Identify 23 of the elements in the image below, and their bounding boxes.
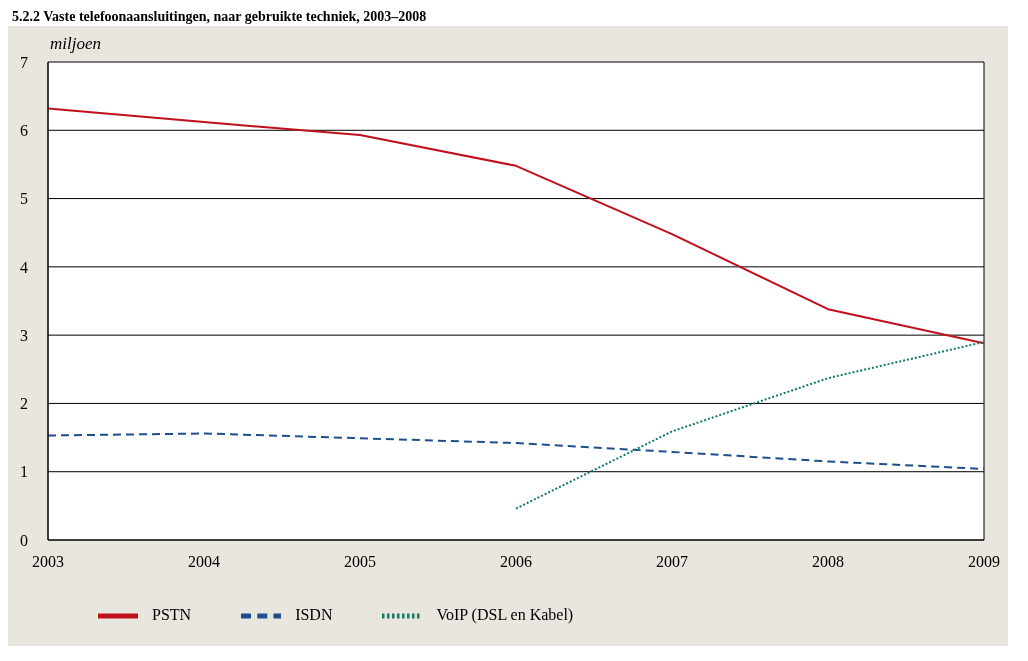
y-tick-label: 2 <box>20 395 28 413</box>
y-tick-label: 7 <box>20 53 28 71</box>
y-axis-title: miljoen <box>50 34 101 54</box>
x-tick-label: 2008 <box>812 553 844 571</box>
y-tick-label: 4 <box>20 258 28 276</box>
line-series <box>515 340 984 510</box>
y-tick-label: 0 <box>20 531 28 549</box>
x-tick-label: 2004 <box>188 553 220 571</box>
legend-label: VoIP (DSL en Kabel) <box>436 605 574 623</box>
x-tick-label: 2006 <box>500 553 532 571</box>
x-tick-label: 2003 <box>32 553 64 571</box>
y-tick-label: 5 <box>20 190 28 208</box>
legend-label: ISDN <box>295 605 333 623</box>
x-tick-label: 2005 <box>344 553 376 571</box>
line-series <box>48 107 984 345</box>
x-tick-label: 2007 <box>656 553 688 571</box>
y-tick-label: 6 <box>20 121 28 139</box>
line-series <box>48 432 984 470</box>
y-tick-label: 1 <box>20 463 28 481</box>
y-tick-label: 3 <box>20 326 28 344</box>
x-tick-label: 2009 <box>968 553 1000 571</box>
legend-label: PSTN <box>152 605 192 623</box>
chart-title: 5.2.2 Vaste telefoonaansluitingen, naar gebruikte techniek, 2003–2008 <box>11 8 428 26</box>
